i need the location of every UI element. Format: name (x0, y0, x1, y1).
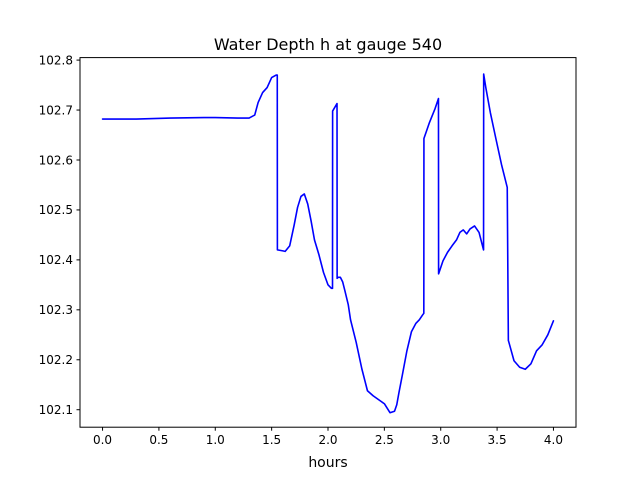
y-tick-label: 102.6 (39, 153, 73, 167)
x-axis-label: hours (308, 455, 347, 471)
y-tick-label: 102.5 (39, 203, 73, 217)
x-axis: 0.0 0.5 1.0 1.5 2.0 2.5 3.0 3.5 4.0 (93, 427, 563, 447)
x-tick-label: 3.5 (488, 433, 507, 447)
plot-area (101, 73, 555, 414)
y-tick-label: 102.4 (39, 253, 73, 267)
x-tick-label: 3.0 (431, 433, 450, 447)
y-axis: 102.1 102.2 102.3 102.4 102.5 102.6 102.7 102.8 (39, 53, 80, 417)
x-tick-label: 1.0 (206, 433, 225, 447)
x-tick-label: 0.5 (149, 433, 168, 447)
axes-frame (79, 57, 577, 428)
x-tick-label: 2.5 (375, 433, 394, 447)
y-tick-label: 102.2 (39, 353, 73, 367)
y-tick-label: 102.1 (39, 403, 73, 417)
y-tick-label: 102.7 (39, 103, 73, 117)
x-tick-label: 2.0 (318, 433, 337, 447)
y-tick-label: 102.8 (39, 53, 73, 67)
series-line-0 (101, 73, 555, 414)
x-tick-label: 1.5 (262, 433, 281, 447)
chart-title: Water Depth h at gauge 540 (214, 35, 442, 54)
y-tick-label: 102.3 (39, 303, 73, 317)
x-tick-label: 4.0 (544, 433, 563, 447)
x-tick-label: 0.0 (93, 433, 112, 447)
